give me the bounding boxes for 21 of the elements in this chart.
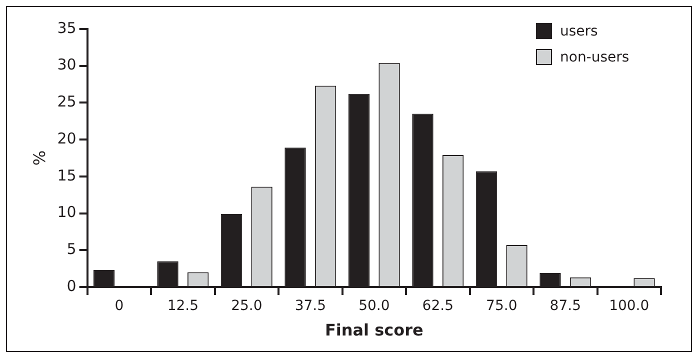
y-tick-label: 5 <box>66 240 76 258</box>
y-tick-label: 10 <box>57 203 76 222</box>
x-tick-label: 12.5 <box>167 298 198 314</box>
y-tick-label: 35 <box>57 18 76 37</box>
y-tick-label: 0 <box>66 276 76 295</box>
x-tick-label: 100.0 <box>609 298 650 314</box>
x-tick-label: 75.0 <box>486 298 518 314</box>
x-tick-label: 25.0 <box>231 298 262 314</box>
y-tick-label: 30 <box>57 56 76 74</box>
legend-label: users <box>560 24 598 40</box>
x-tick-label: 0 <box>114 298 124 314</box>
x-axis-title: Final score <box>324 320 424 340</box>
y-tick-label: 15 <box>57 166 76 184</box>
x-tick-label: 87.5 <box>550 298 581 314</box>
y-tick-label: 20 <box>57 129 76 148</box>
x-tick-label: 50.0 <box>358 298 390 314</box>
x-tick-label: 62.5 <box>422 298 454 314</box>
x-tick-label: 37.5 <box>294 298 326 314</box>
y-axis-title: % <box>30 150 49 166</box>
y-tick-label: 25 <box>57 92 76 111</box>
legend-label: non-users <box>560 50 630 66</box>
